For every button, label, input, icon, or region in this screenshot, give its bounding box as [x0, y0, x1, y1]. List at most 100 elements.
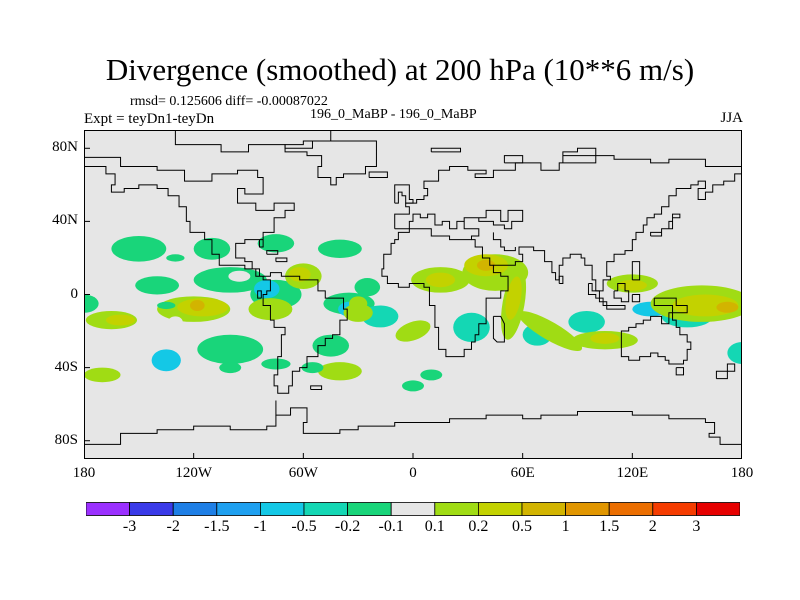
contour-region-y9	[425, 272, 456, 288]
coastline-5	[310, 385, 323, 391]
colorbar-swatch	[129, 502, 174, 516]
contour-region-w5	[343, 303, 373, 322]
coastline-14	[492, 315, 505, 343]
coastline-11	[471, 239, 494, 266]
contour-region-z3	[122, 257, 174, 277]
contour-region-g4	[506, 144, 521, 152]
colorbar-label: -0.1	[378, 518, 404, 535]
contour-region-z10	[451, 289, 503, 319]
contour-region-z9	[380, 336, 403, 355]
contour-region-g13	[731, 391, 742, 399]
contour-region-y3	[288, 267, 311, 282]
colorbar-swatch	[347, 502, 392, 516]
contour-region-b7	[402, 380, 424, 392]
colorbar-swatch	[477, 502, 523, 516]
contour-region-z28	[354, 278, 381, 297]
coastline-1	[84, 156, 348, 394]
contour-region-g11	[179, 371, 209, 383]
colorbar-label: 0.1	[424, 518, 445, 535]
coastline-2	[257, 290, 262, 299]
colorbar-label: 0.2	[468, 518, 489, 535]
colorbar-swatch	[521, 502, 566, 516]
contour-region-z26	[317, 239, 362, 258]
coastlines	[84, 130, 742, 445]
contour-region-w16	[349, 296, 368, 311]
coastline-23	[620, 312, 692, 365]
season-label: JJA	[720, 110, 743, 126]
coastline-10	[381, 173, 742, 358]
contour-region-z7	[451, 184, 485, 204]
contour-region-g15	[274, 376, 297, 388]
colorbar-swatch	[652, 502, 697, 516]
coastline-30	[430, 147, 462, 153]
contour-region-b2	[157, 301, 176, 310]
coastline-21	[631, 261, 641, 281]
coastline-13	[463, 209, 524, 230]
colorbar-label: 2	[648, 518, 657, 535]
colorbar-swatch	[696, 502, 740, 516]
colorbar-label: -2	[166, 518, 180, 535]
coastline-6	[284, 140, 377, 186]
stats-label: rmsd= 0.125606 diff= -0.00087022	[130, 94, 328, 109]
colorbar-swatch	[303, 502, 348, 516]
coastline-25	[715, 363, 736, 380]
contour-region-z14	[659, 252, 704, 279]
y-tick-label: 80S	[54, 431, 78, 448]
colorbar-label: 0.5	[512, 518, 532, 535]
map-frame	[84, 130, 742, 459]
coastline-28	[562, 147, 597, 163]
contour-region-b5	[420, 369, 443, 381]
map-background	[84, 130, 742, 459]
colorbar-label: 1	[561, 518, 570, 535]
coastline-27	[84, 415, 277, 445]
contour-region-y7	[617, 279, 647, 291]
colorbar-swatch	[216, 502, 261, 516]
coastline-4	[266, 250, 279, 255]
y-tick-label: 40N	[52, 212, 78, 229]
x-tick-label: 120E	[616, 465, 649, 481]
colorbar-swatch	[565, 502, 610, 516]
colorbar-label: -3	[122, 518, 137, 535]
contour-region-g5	[456, 352, 468, 364]
contour-region-b4	[261, 358, 291, 370]
contour-region-o2	[716, 301, 739, 313]
coastline-20	[653, 297, 688, 314]
coastline-17	[606, 304, 626, 310]
coastline-18	[613, 283, 630, 303]
contour-region-g14	[228, 270, 251, 282]
contour-region-z32	[568, 310, 605, 333]
y-tick-label: 0	[70, 285, 79, 302]
colorbar-swatch	[86, 502, 130, 516]
colorbar-label: -1.5	[204, 518, 230, 535]
experiment-label: Expt = teyDn1-teyDn	[84, 111, 215, 127]
y-tick-label: 80N	[52, 139, 78, 156]
coastline-3	[275, 257, 288, 263]
colorbar-label: -0.2	[334, 518, 361, 535]
coastline-29	[503, 155, 524, 164]
x-tick-label: 180	[72, 465, 96, 481]
colorbar-swatch	[390, 502, 436, 516]
colorbar-label: 3	[692, 518, 701, 535]
coastline-24	[675, 367, 685, 376]
coastline-26	[275, 400, 742, 445]
contour-region-w11	[518, 311, 583, 351]
page-title: Divergence (smoothed) at 200 hPa (10**6 …	[105, 52, 695, 87]
contour-region-z16	[84, 338, 139, 372]
colorbar-label: 1.5	[599, 518, 620, 535]
coastline-19	[631, 294, 641, 303]
colorbar	[86, 502, 740, 516]
colorbar-label: -1	[253, 518, 268, 535]
coastline-7	[368, 171, 388, 179]
contour-region-y5	[505, 276, 522, 320]
x-tick-label: 180	[730, 465, 754, 481]
contour-region-z29	[453, 312, 490, 343]
colorbar-swatch	[608, 502, 654, 516]
contour-region-w7	[395, 320, 431, 342]
contour-region-b3	[219, 362, 242, 374]
divergence-map	[84, 130, 742, 459]
colorbar-swatch	[172, 502, 218, 516]
contour-region-w15	[84, 367, 121, 383]
contour-region-z27	[84, 294, 99, 313]
contour-region-z20	[135, 276, 180, 295]
contour-region-z23	[111, 236, 167, 262]
